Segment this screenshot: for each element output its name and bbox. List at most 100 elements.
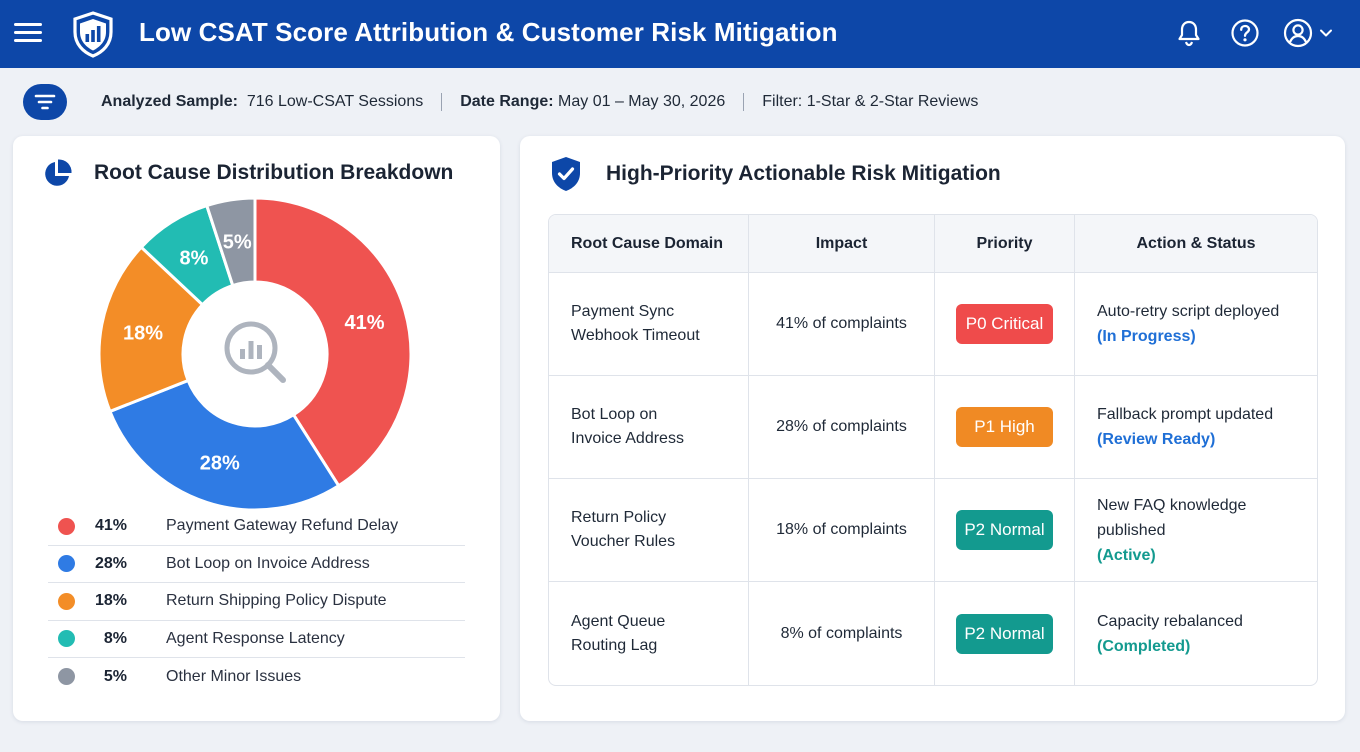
domain-line: Return Policy bbox=[571, 509, 667, 526]
column-header[interactable]: Root Cause Domain bbox=[549, 215, 749, 273]
priority-badge[interactable]: P2 Normal bbox=[956, 613, 1053, 654]
filter-button[interactable] bbox=[23, 84, 67, 120]
action-status-cell: New FAQ knowledge published (Active) bbox=[1075, 479, 1317, 582]
status-text[interactable]: (Active) bbox=[1097, 546, 1156, 564]
column-header[interactable]: Action & Status bbox=[1075, 215, 1317, 273]
priority-cell: P1 High bbox=[935, 376, 1075, 479]
donut-slice-label: 5% bbox=[223, 231, 252, 253]
legend-item[interactable]: 28% Bot Loop on Invoice Address bbox=[48, 546, 465, 583]
filter-value: 1-Star & 2-Star Reviews bbox=[806, 93, 979, 110]
app-header: Low CSAT Score Attribution & Customer Ri… bbox=[0, 0, 1360, 68]
user-icon[interactable] bbox=[1283, 18, 1313, 48]
table-row[interactable]: Agent Queue Routing Lag 8% of complaints P2… bbox=[549, 582, 1317, 685]
legend-item[interactable]: 8% Agent Response Latency bbox=[48, 621, 465, 658]
help-icon[interactable] bbox=[1230, 18, 1260, 48]
donut-slice[interactable] bbox=[99, 245, 205, 414]
donut-slice[interactable] bbox=[253, 198, 411, 488]
priority-cell: P2 Normal bbox=[935, 582, 1075, 685]
root-cause-breakdown-card: Root Cause Distribution Breakdown 41% 28%… bbox=[13, 136, 500, 721]
priority-badge[interactable]: P2 Normal bbox=[956, 510, 1053, 550]
mitigation-title: High-Priority Actionable Risk Mitigation bbox=[606, 162, 1001, 185]
filter-label: Filter: bbox=[762, 93, 803, 110]
filter-icon bbox=[34, 94, 56, 110]
legend-percent: 41% bbox=[95, 517, 128, 535]
filter-summary: Analyzed Sample: 716 Low-CSAT Sessions D… bbox=[101, 93, 978, 111]
legend-percent: 18% bbox=[95, 592, 128, 610]
action-status-cell: Capacity rebalanced (Completed) bbox=[1075, 582, 1317, 685]
impact-cell: 8% of complaints bbox=[749, 582, 935, 685]
legend-item[interactable]: 41% Payment Gateway Refund Delay bbox=[48, 508, 465, 546]
legend-color-dot bbox=[58, 555, 75, 573]
magnifier-chart-icon bbox=[224, 321, 286, 383]
action-status-cell: Fallback prompt updated (Review Ready) bbox=[1075, 376, 1317, 479]
donut-slice[interactable] bbox=[108, 378, 341, 510]
donut-slice-label: 41% bbox=[344, 312, 384, 334]
domain-line: Bot Loop on bbox=[571, 406, 658, 423]
shield-logo-icon bbox=[73, 11, 113, 58]
column-header[interactable]: Impact bbox=[749, 215, 935, 273]
shield-check-icon bbox=[552, 157, 580, 191]
priority-badge[interactable]: P0 Critical bbox=[956, 304, 1053, 344]
risk-mitigation-card: High-Priority Actionable Risk Mitigation… bbox=[520, 136, 1345, 721]
root-cause-domain-cell: Payment Sync Webhook Timeout bbox=[549, 273, 749, 376]
donut-slice-label: 8% bbox=[179, 248, 208, 270]
domain-line: Voucher Rules bbox=[571, 533, 676, 550]
root-cause-domain-cell: Bot Loop on Invoice Address bbox=[549, 376, 749, 479]
chevron-down-icon[interactable] bbox=[1318, 26, 1334, 40]
date-range-label: Date Range: bbox=[460, 93, 554, 110]
page-title: Low CSAT Score Attribution & Customer Ri… bbox=[139, 17, 838, 47]
table-row[interactable]: Bot Loop on Invoice Address 28% of complai… bbox=[549, 376, 1317, 479]
impact-cell: 28% of complaints bbox=[749, 376, 935, 479]
donut-slice[interactable] bbox=[204, 198, 257, 288]
legend-label: Agent Response Latency bbox=[166, 629, 345, 647]
chart-legend: 41% Payment Gateway Refund Delay 28% Bot Lo… bbox=[48, 508, 465, 696]
donut-slice-label: 18% bbox=[123, 323, 163, 345]
legend-color-dot bbox=[58, 668, 75, 686]
sample-label: Analyzed Sample: bbox=[101, 93, 238, 110]
column-header[interactable]: Priority bbox=[935, 215, 1075, 273]
legend-color-dot bbox=[58, 517, 75, 535]
action-text: Auto-retry script deployed bbox=[1097, 303, 1280, 320]
table-row[interactable]: Return Policy Voucher Rules 18% of complai… bbox=[549, 479, 1317, 582]
domain-line: Agent Queue bbox=[571, 612, 666, 630]
legend-percent: 8% bbox=[103, 629, 127, 647]
status-text[interactable]: (In Progress) bbox=[1097, 328, 1196, 345]
legend-label: Return Shipping Policy Dispute bbox=[166, 592, 387, 610]
menu-icon[interactable] bbox=[14, 20, 42, 48]
bell-icon[interactable] bbox=[1174, 18, 1204, 48]
legend-label: Bot Loop on Invoice Address bbox=[166, 554, 370, 572]
mitigation-table: Root Cause Domain Impact Priority Action… bbox=[548, 214, 1318, 686]
table-row[interactable]: Payment Sync Webhook Timeout 41% of compla… bbox=[549, 273, 1317, 376]
priority-cell: P2 Normal bbox=[935, 479, 1075, 582]
table-header-row: Root Cause Domain Impact Priority Action… bbox=[549, 215, 1317, 273]
filter-bar: Analyzed Sample: 716 Low-CSAT Sessions D… bbox=[0, 68, 1360, 136]
action-text: New FAQ knowledge published bbox=[1097, 496, 1247, 539]
sample-value: 716 Low-CSAT Sessions bbox=[246, 93, 424, 110]
domain-line: Webhook Timeout bbox=[571, 327, 700, 344]
impact-cell: 18% of complaints bbox=[749, 479, 935, 582]
legend-color-dot bbox=[58, 630, 75, 648]
donut-slice-label: 28% bbox=[200, 452, 240, 474]
date-range-value: May 01 – May 30, 2026 bbox=[558, 93, 726, 110]
priority-badge[interactable]: P1 High bbox=[956, 407, 1053, 447]
legend-percent: 5% bbox=[103, 667, 127, 685]
legend-color-dot bbox=[58, 592, 75, 610]
root-cause-domain-cell: Agent Queue Routing Lag bbox=[549, 582, 749, 685]
domain-line: Routing Lag bbox=[571, 636, 658, 654]
action-status-cell: Auto-retry script deployed (In Progress) bbox=[1075, 273, 1317, 376]
action-text: Fallback prompt updated bbox=[1097, 406, 1274, 423]
legend-label: Other Minor Issues bbox=[166, 667, 302, 685]
impact-cell: 41% of complaints bbox=[749, 273, 935, 376]
legend-label: Payment Gateway Refund Delay bbox=[166, 517, 399, 535]
pie-chart-icon bbox=[45, 159, 72, 186]
legend-item[interactable]: 18% Return Shipping Policy Dispute bbox=[48, 583, 465, 621]
action-text: Capacity rebalanced bbox=[1097, 612, 1243, 630]
domain-line: Invoice Address bbox=[571, 430, 684, 447]
status-text[interactable]: (Completed) bbox=[1097, 637, 1191, 655]
domain-line: Payment Sync bbox=[571, 303, 675, 320]
priority-cell: P0 Critical bbox=[935, 273, 1075, 376]
breakdown-title: Root Cause Distribution Breakdown bbox=[94, 161, 454, 184]
legend-item[interactable]: 5% Other Minor Issues bbox=[48, 658, 465, 696]
status-text[interactable]: (Review Ready) bbox=[1097, 431, 1216, 448]
root-cause-domain-cell: Return Policy Voucher Rules bbox=[549, 479, 749, 582]
